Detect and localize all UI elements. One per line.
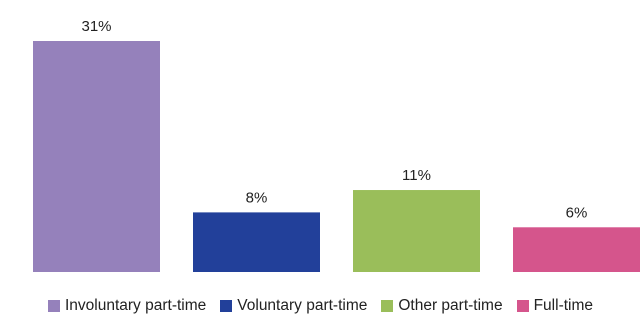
bar-chart: 31% 8% 11% 6% bbox=[33, 18, 640, 272]
legend-item-other-part-time: Other part-time bbox=[381, 297, 503, 315]
bar-voluntary-part-time bbox=[193, 212, 320, 272]
data-labels-group: 31% 8% 11% 6% bbox=[81, 18, 587, 221]
legend-label: Voluntary part-time bbox=[237, 297, 368, 314]
legend-label: Other part-time bbox=[398, 297, 503, 314]
legend-label: Involuntary part-time bbox=[64, 297, 207, 314]
legend: Involuntary part-time Voluntary part-tim… bbox=[0, 294, 641, 318]
bar-other-part-time bbox=[353, 190, 480, 272]
data-label-full-time: 6% bbox=[566, 204, 588, 221]
legend-item-full-time: Full-time bbox=[516, 297, 594, 315]
bar-involuntary-part-time bbox=[33, 41, 160, 272]
bars-group bbox=[33, 41, 640, 272]
data-label-voluntary-part-time: 8% bbox=[246, 189, 268, 206]
legend-label: Full-time bbox=[533, 297, 594, 314]
legend-item-involuntary-part-time: Involuntary part-time bbox=[47, 297, 207, 315]
legend-item-voluntary-part-time: Voluntary part-time bbox=[220, 297, 367, 315]
data-label-involuntary-part-time: 31% bbox=[81, 18, 111, 35]
legend-swatch bbox=[220, 300, 233, 312]
legend-swatch bbox=[381, 300, 394, 312]
legend-swatch bbox=[516, 300, 529, 312]
data-label-other-part-time: 11% bbox=[402, 167, 431, 184]
legend-swatch bbox=[47, 300, 60, 312]
bar-full-time bbox=[513, 227, 640, 272]
